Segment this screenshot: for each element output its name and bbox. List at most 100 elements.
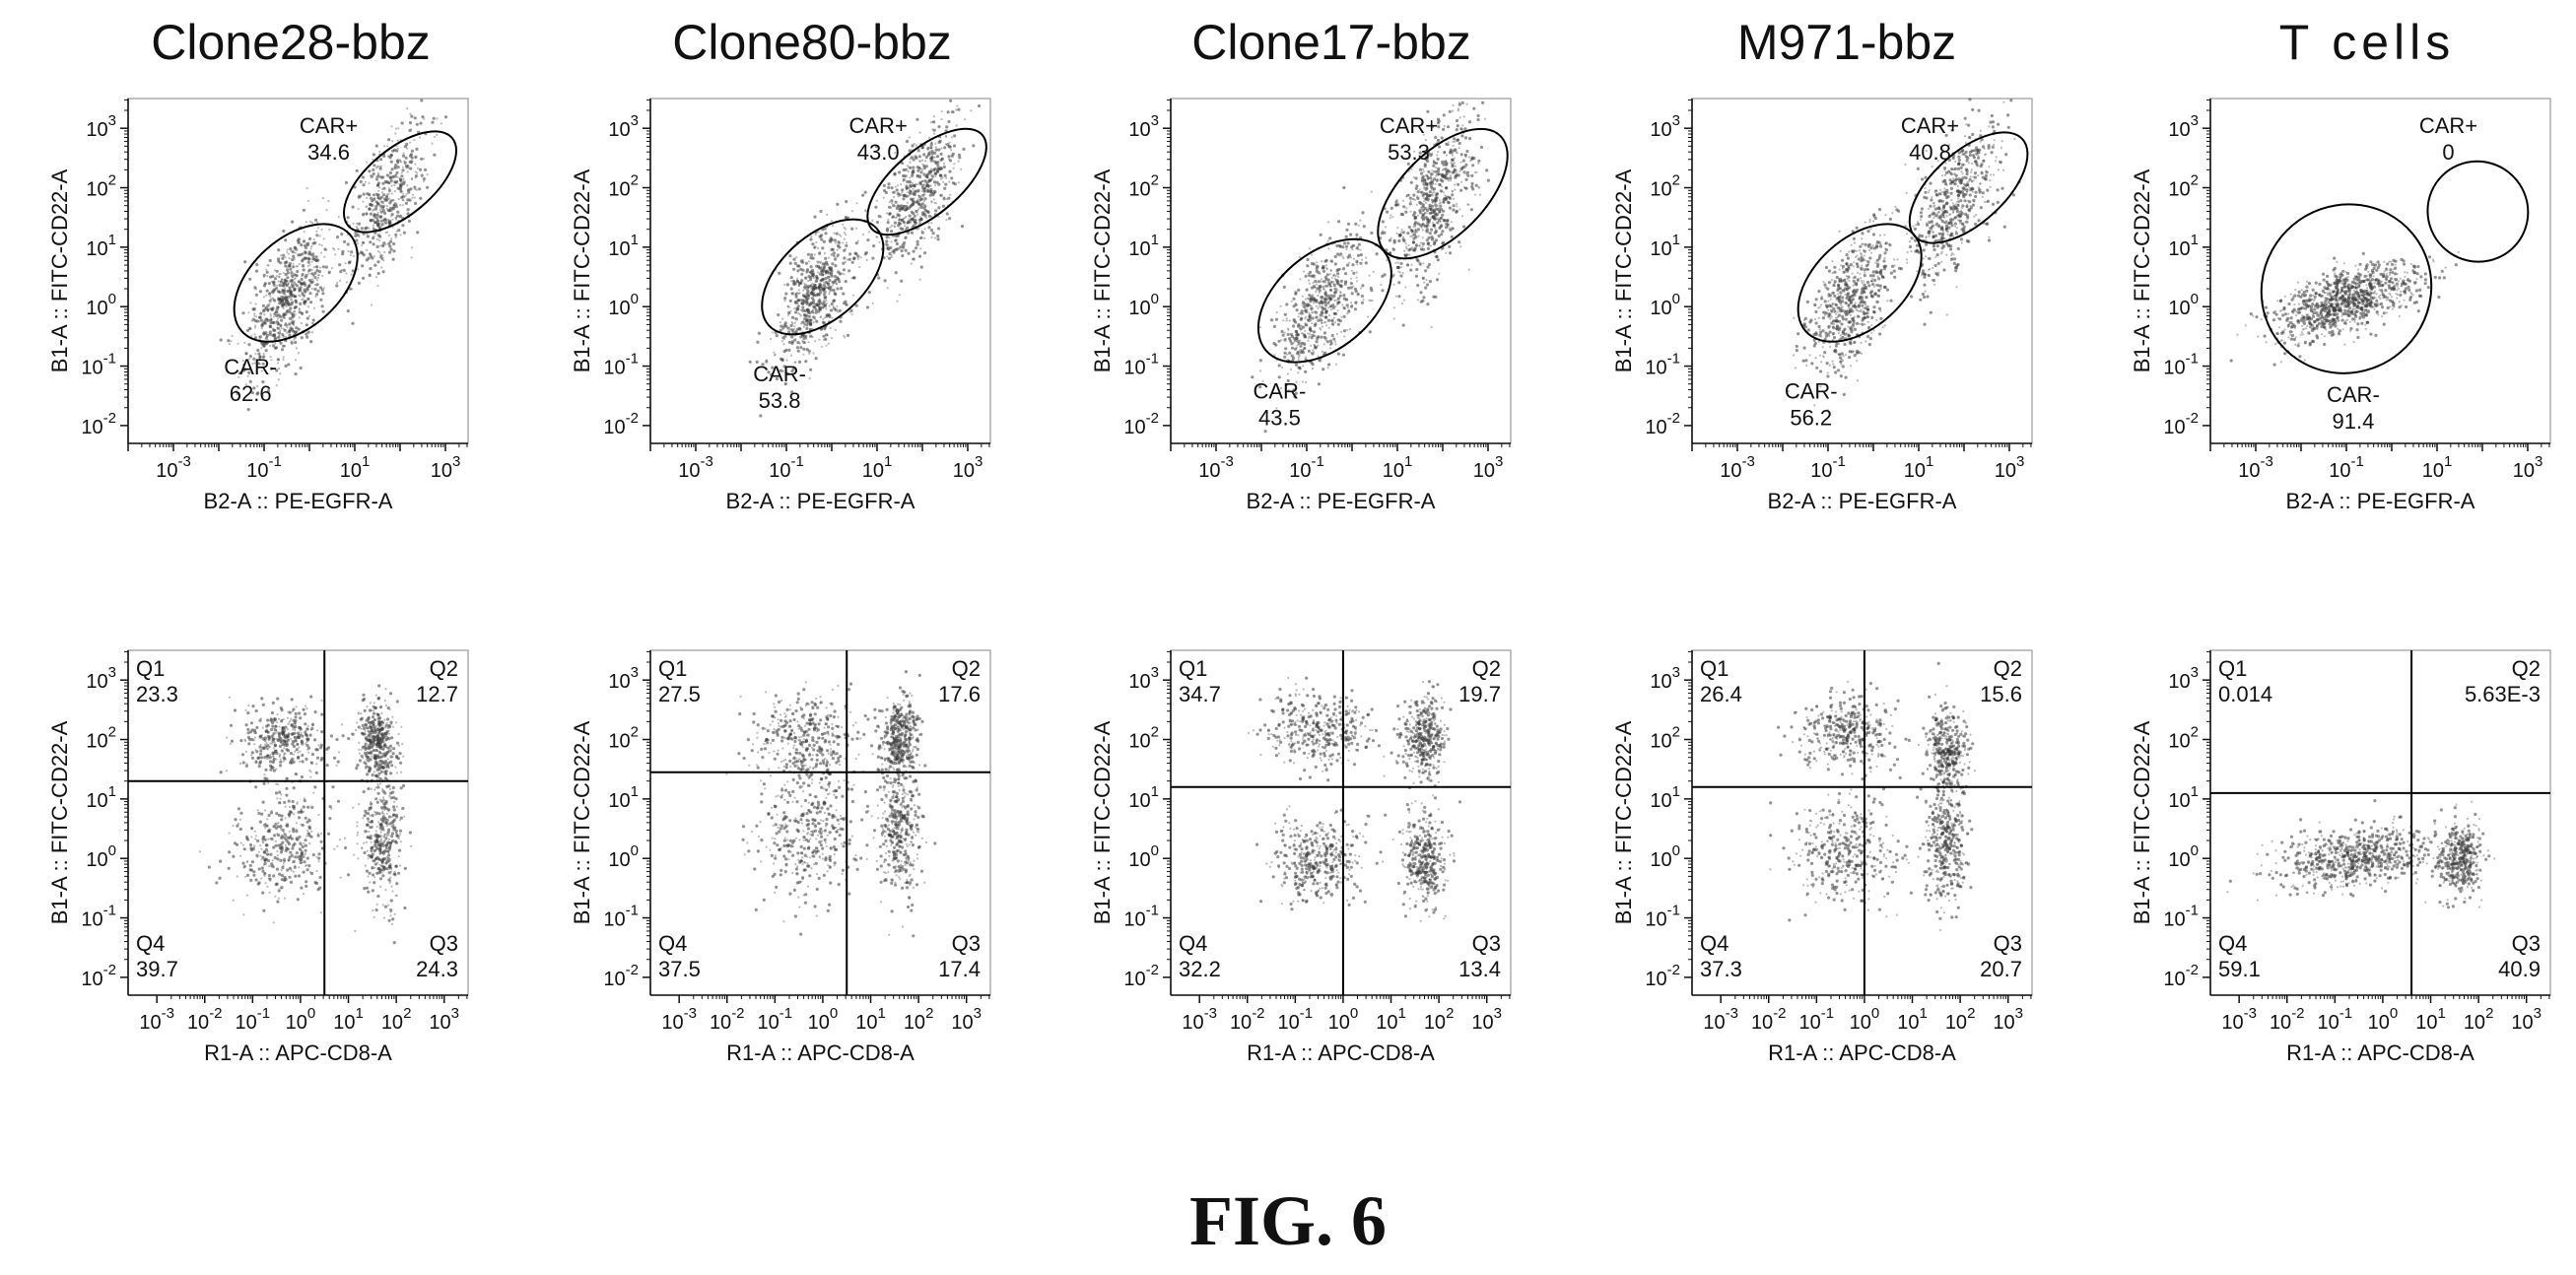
event-point — [805, 318, 808, 321]
event-point — [296, 270, 299, 273]
event-point — [361, 264, 364, 267]
event-point — [375, 177, 378, 180]
event-point — [348, 261, 351, 264]
event-point — [1397, 262, 1399, 264]
event-point — [1436, 255, 1439, 258]
event-point — [390, 248, 393, 251]
event-point — [948, 145, 951, 148]
event-point — [1830, 299, 1832, 301]
event-point — [263, 276, 265, 278]
event-point — [820, 234, 823, 236]
event-point — [1950, 224, 1953, 227]
event-point — [243, 260, 246, 263]
event-point — [1376, 252, 1379, 255]
event-point — [793, 325, 795, 327]
event-point — [286, 251, 288, 253]
event-point — [279, 372, 281, 374]
event-point — [1309, 247, 1311, 249]
event-point — [797, 350, 800, 353]
event-point — [1864, 303, 1866, 305]
event-point — [400, 183, 403, 186]
event-point — [809, 256, 812, 259]
event-point — [1457, 183, 1459, 186]
event-point — [817, 247, 819, 249]
event-point — [909, 193, 911, 195]
event-point — [1422, 209, 1425, 212]
event-point — [1325, 337, 1327, 339]
event-point — [278, 276, 280, 278]
event-point — [888, 257, 891, 260]
event-point — [1965, 176, 1968, 179]
event-point — [1827, 315, 1830, 318]
event-point — [1872, 310, 1875, 313]
event-point — [414, 197, 416, 199]
event-point — [309, 301, 312, 303]
event-point — [368, 193, 371, 196]
event-point — [1390, 207, 1393, 210]
event-point — [1839, 306, 1841, 308]
event-point — [311, 288, 313, 290]
event-point — [1870, 324, 1872, 326]
event-point — [1349, 328, 1351, 330]
event-point — [277, 317, 279, 319]
event-point — [1453, 204, 1456, 207]
event-point — [909, 136, 911, 138]
event-point — [1440, 189, 1443, 192]
event-point — [1867, 263, 1869, 265]
event-point — [420, 158, 423, 161]
event-point — [286, 332, 288, 334]
event-point — [1259, 326, 1261, 328]
event-point — [1460, 128, 1462, 130]
event-point — [323, 256, 325, 258]
event-point — [1325, 324, 1327, 326]
event-point — [930, 157, 933, 160]
event-point — [1815, 367, 1818, 369]
event-point — [804, 335, 807, 338]
event-point — [1291, 347, 1294, 350]
event-point — [1828, 270, 1831, 273]
event-point — [1312, 349, 1314, 351]
x-tick-label: 10-1 — [246, 453, 282, 482]
event-point — [1900, 267, 1903, 270]
event-point — [878, 215, 881, 218]
event-point — [1319, 305, 1321, 307]
event-point — [402, 155, 405, 158]
event-point — [320, 252, 322, 254]
event-point — [953, 168, 955, 169]
event-point — [918, 175, 921, 178]
event-point — [1977, 219, 1980, 222]
event-point — [1342, 186, 1345, 189]
event-point — [906, 180, 909, 183]
event-point — [1796, 332, 1799, 335]
event-point — [1796, 345, 1798, 348]
event-point — [1405, 207, 1407, 209]
event-point — [390, 168, 393, 170]
event-point — [1841, 296, 1844, 299]
event-point — [1307, 332, 1309, 334]
event-point — [1396, 199, 1398, 201]
event-point — [291, 221, 294, 224]
event-point — [2000, 187, 2003, 190]
event-point — [874, 206, 877, 209]
event-point — [1960, 237, 1963, 240]
event-point — [937, 125, 940, 128]
event-point — [944, 174, 947, 177]
event-point — [1400, 266, 1402, 268]
event-point — [1457, 173, 1460, 176]
event-point — [1303, 271, 1305, 273]
y-tick-label: 103 — [1128, 112, 1159, 141]
event-point — [230, 340, 232, 342]
event-point — [1866, 260, 1869, 263]
event-point — [948, 159, 950, 161]
event-point — [805, 300, 808, 302]
event-point — [1316, 305, 1318, 307]
event-point — [1343, 298, 1346, 301]
event-point — [1829, 346, 1831, 348]
event-point — [282, 282, 285, 285]
event-point — [956, 124, 958, 126]
event-point — [937, 237, 940, 240]
event-point — [1857, 379, 1859, 381]
event-point — [1332, 324, 1334, 326]
event-point — [1422, 168, 1424, 170]
event-point — [1422, 175, 1425, 178]
